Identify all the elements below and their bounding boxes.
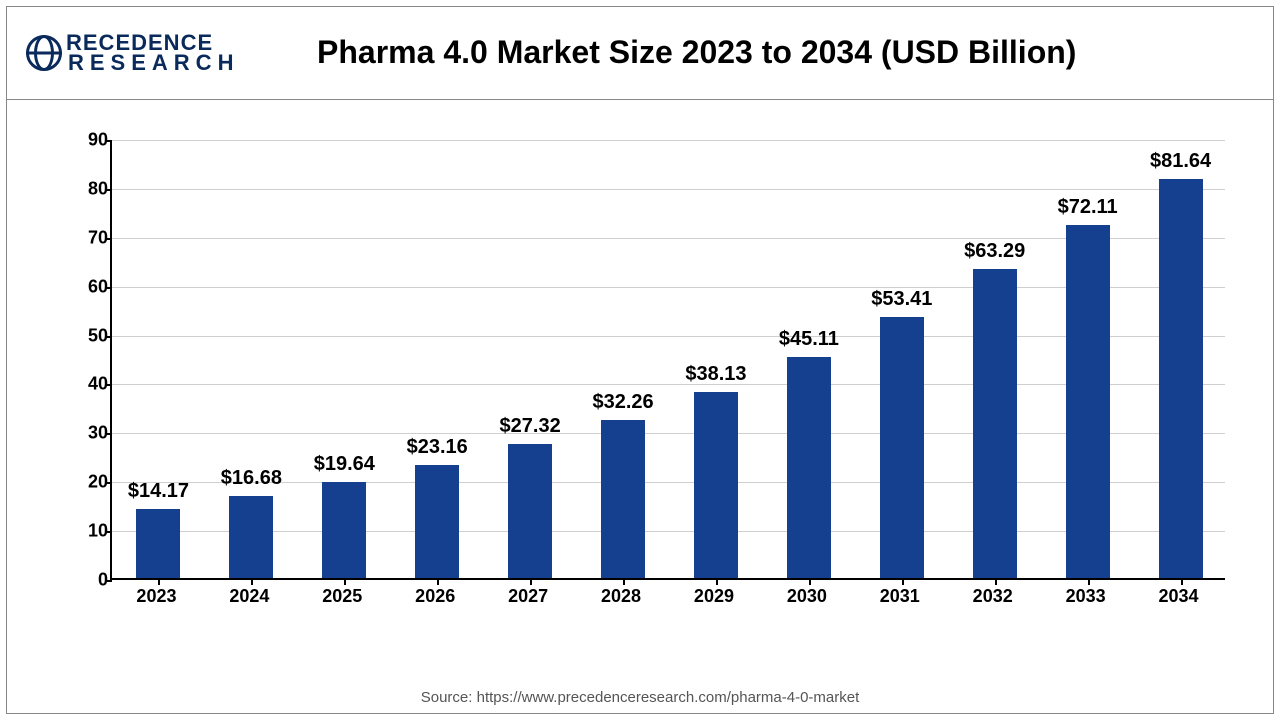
gridline	[112, 140, 1225, 141]
bar: $45.11	[787, 357, 831, 578]
ytick-label: 70	[68, 227, 108, 248]
xtick-mark	[344, 578, 346, 585]
xtick-label: 2023	[136, 586, 176, 607]
xtick-mark	[623, 578, 625, 585]
ytick-label: 0	[68, 570, 108, 591]
xtick-label: 2034	[1159, 586, 1199, 607]
gridline	[112, 238, 1225, 239]
bar: $23.16	[415, 465, 459, 578]
logo-text-line2: RESEARCH	[68, 53, 239, 73]
bar-value-label: $63.29	[964, 240, 1025, 263]
ytick-label: 20	[68, 472, 108, 493]
xtick-mark	[437, 578, 439, 585]
xtick-mark	[530, 578, 532, 585]
gridline	[112, 287, 1225, 288]
xtick-label: 2024	[229, 586, 269, 607]
xtick-label: 2033	[1066, 586, 1106, 607]
bar-value-label: $32.26	[592, 391, 653, 414]
xtick-label: 2030	[787, 586, 827, 607]
logo: RECEDENCE RESEARCH	[26, 33, 239, 73]
ytick-label: 60	[68, 276, 108, 297]
xtick-label: 2027	[508, 586, 548, 607]
bar: $53.41	[880, 317, 924, 578]
bar: $16.68	[229, 496, 273, 578]
xtick-mark	[1181, 578, 1183, 585]
xtick-mark	[158, 578, 160, 585]
bar-value-label: $81.64	[1150, 150, 1211, 173]
bar-value-label: $72.11	[1058, 196, 1118, 219]
bar: $81.64	[1159, 179, 1203, 578]
bar-value-label: $16.68	[221, 467, 282, 490]
ytick-label: 40	[68, 374, 108, 395]
chart-title: Pharma 4.0 Market Size 2023 to 2034 (USD…	[239, 34, 1274, 71]
bar-value-label: $19.64	[314, 453, 375, 476]
xtick-label: 2031	[880, 586, 920, 607]
source-caption: Source: https://www.precedenceresearch.c…	[0, 689, 1280, 706]
gridline	[112, 336, 1225, 337]
chart-area: $14.17 $16.68 $19.64 $23.16 $27.32 $32.26 $38.…	[70, 130, 1230, 630]
xtick-label: 2025	[322, 586, 362, 607]
xtick-label: 2032	[973, 586, 1013, 607]
ytick-label: 30	[68, 423, 108, 444]
xtick-mark	[809, 578, 811, 585]
bar: $63.29	[973, 269, 1017, 578]
bar: $27.32	[508, 444, 552, 578]
gridline	[112, 433, 1225, 434]
bar-value-label: $23.16	[407, 436, 468, 459]
plot: $14.17 $16.68 $19.64 $23.16 $27.32 $32.26 $38.…	[110, 140, 1225, 580]
ytick-label: 90	[68, 130, 108, 151]
bar: $38.13	[694, 392, 738, 578]
bar: $32.26	[601, 420, 645, 578]
bar-value-label: $45.11	[779, 328, 839, 351]
gridline	[112, 189, 1225, 190]
ytick-label: 80	[68, 178, 108, 199]
bar-value-label: $27.32	[500, 415, 561, 438]
gridline	[112, 384, 1225, 385]
xtick-mark	[251, 578, 253, 585]
gridline	[112, 531, 1225, 532]
xtick-mark	[902, 578, 904, 585]
bar: $19.64	[322, 482, 366, 578]
xtick-label: 2026	[415, 586, 455, 607]
bar-value-label: $14.17	[128, 480, 189, 503]
logo-globe-icon	[26, 35, 62, 71]
header: RECEDENCE RESEARCH Pharma 4.0 Market Siz…	[6, 6, 1274, 100]
xtick-mark	[995, 578, 997, 585]
xtick-mark	[1088, 578, 1090, 585]
xtick-label: 2029	[694, 586, 734, 607]
bar-value-label: $53.41	[871, 288, 932, 311]
bar: $14.17	[136, 509, 180, 578]
xtick-mark	[716, 578, 718, 585]
ytick-label: 10	[68, 521, 108, 542]
xtick-label: 2028	[601, 586, 641, 607]
bar-value-label: $38.13	[685, 363, 746, 386]
ytick-label: 50	[68, 325, 108, 346]
bar: $72.11	[1066, 225, 1110, 578]
